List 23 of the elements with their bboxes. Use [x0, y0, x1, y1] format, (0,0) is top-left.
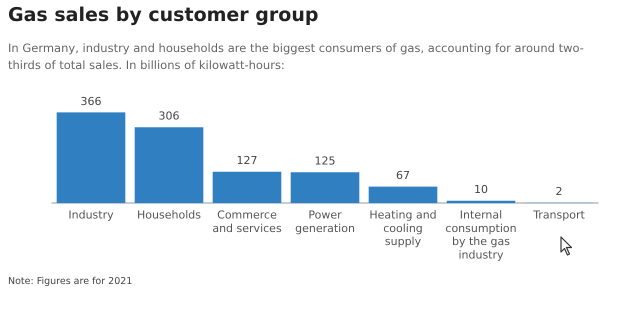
data-label: 67 [396, 168, 410, 182]
data-label: 10 [474, 183, 488, 196]
x-tick-label: Commerce and services [212, 208, 282, 235]
bar [290, 172, 360, 204]
data-label: 127 [236, 154, 258, 168]
x-tick-label: Industry [68, 208, 114, 222]
bar [368, 186, 438, 204]
data-label: 125 [314, 154, 336, 168]
x-tick-label: Heating and cooling supply [369, 208, 437, 248]
x-tick-label: Power generation [295, 208, 355, 235]
bar [446, 200, 516, 204]
data-label: 366 [80, 94, 102, 108]
x-tick-label: Internal consumption by the gas industry [445, 208, 517, 262]
bar [212, 172, 282, 204]
data-label: 2 [556, 185, 562, 198]
chart-subtitle: In Germany, industry and households are the biggest consumers of gas, accounting for around two-thirds of total sales. In billions of kilowatt-hours: [8, 40, 585, 74]
bar [134, 127, 204, 204]
chart-title: Gas sales by customer group [8, 4, 318, 26]
data-label: 306 [158, 110, 180, 123]
x-tick-label: Households [137, 208, 202, 222]
text: Note: Figures are for 2021 [8, 275, 132, 289]
bar [56, 112, 126, 204]
x-tick-label: Transport [532, 208, 586, 222]
